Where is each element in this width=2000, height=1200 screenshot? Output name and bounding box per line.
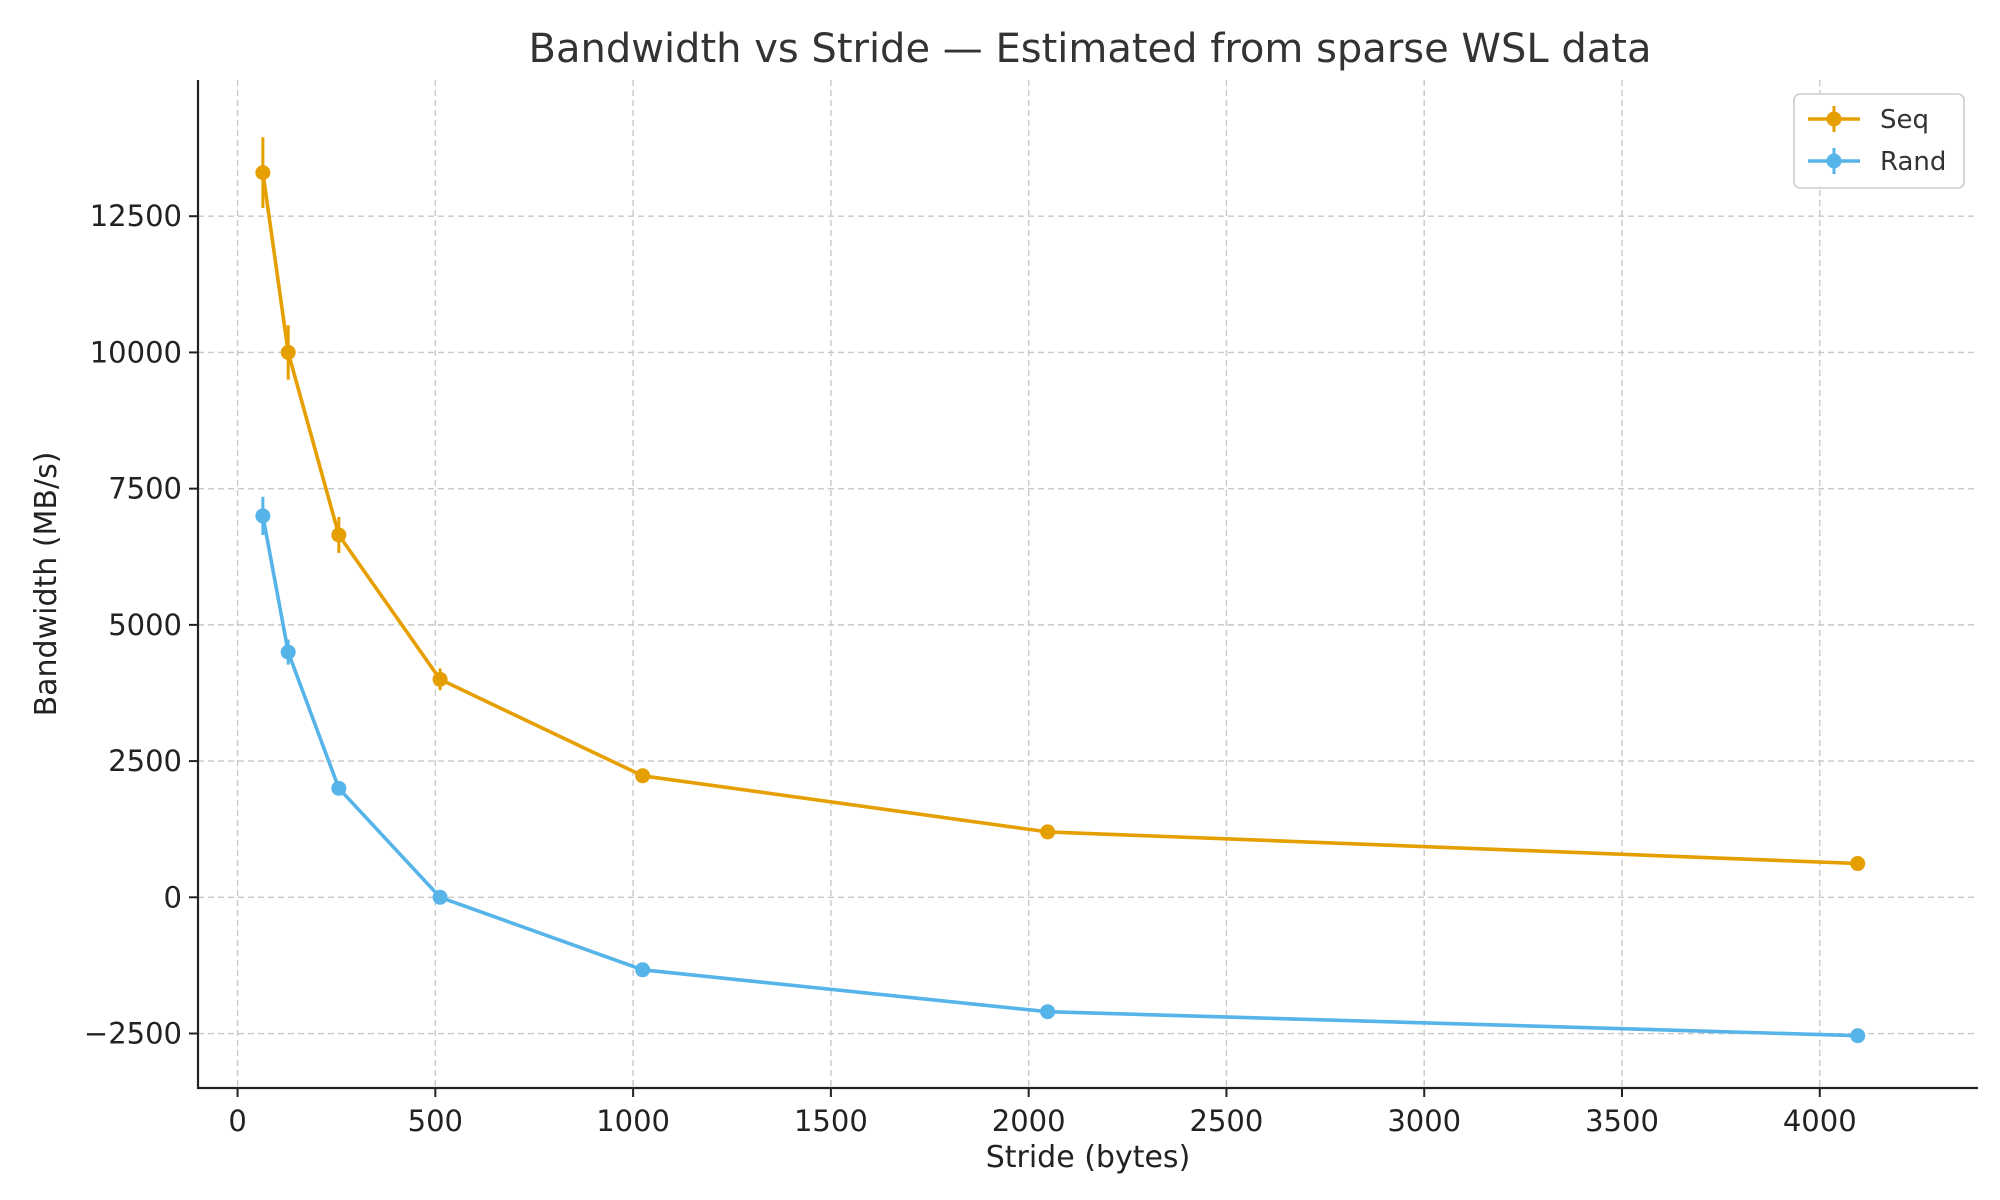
data-point-rand xyxy=(255,508,271,524)
y-axis-label: Bandwidth (MB/s) xyxy=(29,452,64,717)
legend: Seq Rand xyxy=(1793,93,1965,189)
data-point-rand xyxy=(635,962,651,978)
data-point-seq xyxy=(1850,856,1866,872)
chart-title: Bandwidth vs Stride — Estimated from spa… xyxy=(529,26,1652,72)
x-tick-label: 4000 xyxy=(1783,1104,1857,1138)
legend-label-seq: Seq xyxy=(1880,105,1929,135)
series-seq xyxy=(255,137,1866,872)
data-point-seq xyxy=(255,165,271,181)
y-tick-label: 7500 xyxy=(108,472,182,506)
x-tick-label: 1000 xyxy=(596,1104,670,1138)
series-layer xyxy=(255,137,1866,1044)
x-tick-label: 2500 xyxy=(1190,1104,1264,1138)
data-point-seq xyxy=(280,344,296,360)
series-rand xyxy=(255,496,1866,1044)
x-tick-label: 0 xyxy=(228,1104,246,1138)
data-point-rand xyxy=(1850,1028,1866,1044)
y-tick-label: 2500 xyxy=(108,744,182,778)
y-tick-label: −2500 xyxy=(84,1017,182,1051)
legend-item-seq: Seq xyxy=(1808,105,1929,135)
x-ticks: 0 500 1000 1500 2000 2500 3000 3500 4000 xyxy=(228,1088,1857,1138)
y-ticks: −2500 0 2500 5000 7500 10000 12500 xyxy=(84,199,198,1051)
data-point-rand xyxy=(432,889,448,905)
legend-item-rand: Rand xyxy=(1808,147,1946,177)
data-point-rand xyxy=(280,644,296,660)
legend-marker-rand xyxy=(1826,153,1842,169)
x-axis-label: Stride (bytes) xyxy=(986,1140,1191,1175)
y-tick-label: 12500 xyxy=(90,199,182,233)
x-tick-label: 500 xyxy=(408,1104,463,1138)
y-tick-label: 0 xyxy=(164,880,182,914)
x-tick-label: 1500 xyxy=(794,1104,868,1138)
series-line-rand xyxy=(261,515,1858,1038)
y-tick-label: 5000 xyxy=(108,608,182,642)
legend-label-rand: Rand xyxy=(1880,147,1946,177)
data-point-rand xyxy=(331,780,347,796)
x-tick-label: 3000 xyxy=(1387,1104,1461,1138)
data-point-seq xyxy=(432,671,448,687)
grid-layer xyxy=(198,80,1978,1088)
data-point-seq xyxy=(1040,824,1056,840)
legend-marker-seq xyxy=(1826,111,1842,127)
series-line-seq xyxy=(261,172,1858,866)
y-tick-label: 10000 xyxy=(90,335,182,369)
x-tick-label: 3500 xyxy=(1585,1104,1659,1138)
axis-spines xyxy=(196,80,1978,1090)
data-point-seq xyxy=(635,768,651,784)
x-tick-label: 2000 xyxy=(992,1104,1066,1138)
data-point-rand xyxy=(1040,1004,1056,1020)
data-point-seq xyxy=(331,527,347,543)
